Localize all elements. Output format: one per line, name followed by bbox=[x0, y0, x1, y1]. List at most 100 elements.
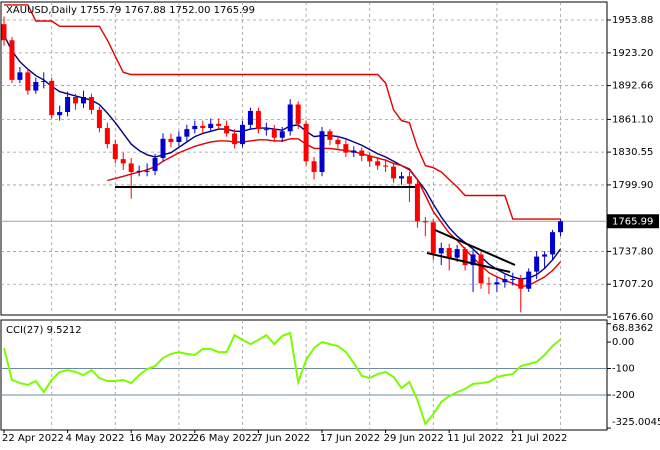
candle-body bbox=[550, 232, 556, 255]
moving-average bbox=[4, 4, 561, 220]
candle-body bbox=[240, 124, 245, 145]
candle-body bbox=[502, 279, 508, 283]
candle-body bbox=[247, 110, 253, 125]
candle-body bbox=[343, 144, 349, 153]
y-tick-label: 68.8362 bbox=[612, 323, 653, 334]
candle-body bbox=[335, 139, 341, 145]
candle-body bbox=[359, 150, 365, 156]
candle-body bbox=[33, 82, 39, 91]
x-tick-label: 7 Jun 2022 bbox=[256, 433, 310, 444]
candle-body bbox=[414, 183, 420, 222]
candle-body bbox=[287, 104, 293, 132]
cci-line bbox=[3, 331, 562, 426]
y-tick-label: 1737.80 bbox=[612, 246, 653, 257]
candle-body bbox=[542, 254, 548, 257]
y-tick-label: 1707.20 bbox=[612, 279, 653, 290]
candle-body bbox=[144, 170, 150, 172]
channel-lower bbox=[426, 252, 511, 273]
candle-body bbox=[462, 249, 468, 266]
candle-body bbox=[88, 97, 94, 110]
candle-body bbox=[478, 254, 484, 284]
candle-body bbox=[375, 161, 381, 166]
plot bbox=[1, 4, 563, 426]
candle-body bbox=[168, 138, 174, 142]
candle-body bbox=[41, 80, 47, 83]
channel-upper bbox=[434, 229, 516, 266]
y-tick-label: -100 bbox=[612, 364, 635, 375]
main-panel-frame bbox=[0, 1, 608, 316]
candle-body bbox=[1, 24, 7, 41]
price-label: 1765.99 bbox=[612, 216, 653, 227]
candle-body bbox=[383, 165, 389, 167]
candle-body bbox=[81, 97, 86, 104]
candle-body bbox=[96, 109, 102, 129]
x-tick-label: 17 Jun 2022 bbox=[320, 433, 380, 444]
cci-panel-frame bbox=[0, 319, 608, 431]
candle-body bbox=[319, 131, 325, 172]
candle-body bbox=[73, 97, 79, 104]
moving-average bbox=[107, 138, 562, 288]
candle-body bbox=[446, 248, 452, 258]
candle-body bbox=[160, 138, 166, 159]
candle-body bbox=[263, 129, 269, 131]
candle-body bbox=[208, 123, 214, 129]
candle-body bbox=[136, 170, 142, 172]
candle-body bbox=[303, 123, 309, 162]
candle-body bbox=[184, 129, 190, 137]
y-tick-label: 1676.60 bbox=[612, 312, 653, 323]
candle-body bbox=[494, 282, 500, 285]
candle-body bbox=[192, 125, 198, 130]
candle-body bbox=[526, 271, 532, 289]
candle-body bbox=[104, 128, 110, 145]
axes: 1953.88 1923.20 1892.66 1861.10 1830.55 1799.… bbox=[2, 15, 660, 444]
chart-title: XAUUSD,Daily 1755.79 1767.88 1752.00 176… bbox=[6, 5, 255, 16]
candle-body bbox=[367, 155, 373, 162]
candle-body bbox=[9, 40, 15, 80]
candle-body bbox=[438, 248, 444, 254]
x-tick-label: 29 Jun 2022 bbox=[384, 433, 444, 444]
candle-body bbox=[558, 221, 563, 233]
candle-body bbox=[279, 131, 285, 138]
y-tick-label: 1923.20 bbox=[612, 48, 653, 59]
x-tick-label: 11 Jul 2022 bbox=[447, 433, 504, 444]
candle-body bbox=[534, 256, 540, 272]
candle-body bbox=[327, 131, 333, 140]
y-tick-label: 1830.55 bbox=[612, 147, 653, 158]
candle-body bbox=[518, 279, 524, 289]
candle-body bbox=[430, 222, 436, 254]
price-label-box bbox=[607, 214, 659, 229]
indicator-title: CCI(27) 9.5212 bbox=[6, 325, 82, 336]
candle-body bbox=[255, 110, 261, 130]
candle-body bbox=[17, 72, 23, 80]
candle-body bbox=[232, 133, 238, 145]
moving-average bbox=[3, 34, 562, 280]
y-tick-label: 1892.66 bbox=[612, 81, 653, 92]
candle-body bbox=[49, 80, 55, 116]
candle-body bbox=[271, 129, 277, 138]
candle-body bbox=[112, 144, 118, 160]
candle-body bbox=[422, 221, 428, 223]
candle-body bbox=[486, 283, 492, 285]
candle-body bbox=[391, 166, 397, 179]
x-tick-label: 4 May 2022 bbox=[66, 433, 125, 444]
candle-body bbox=[65, 97, 71, 112]
x-tick-label: 21 Jul 2022 bbox=[511, 433, 568, 444]
candle-body bbox=[120, 159, 126, 164]
y-tick-label: 1953.88 bbox=[612, 15, 653, 26]
candle-body bbox=[57, 111, 63, 116]
candle-body bbox=[216, 123, 222, 126]
candle-body bbox=[406, 176, 412, 184]
grid bbox=[1, 2, 607, 430]
candle-body bbox=[454, 249, 460, 258]
candle-body bbox=[510, 279, 516, 281]
x-tick-label: 22 Apr 2022 bbox=[2, 433, 64, 444]
candle-body bbox=[311, 161, 317, 172]
x-tick-label: 26 May 2022 bbox=[193, 433, 258, 444]
candle-body bbox=[224, 125, 230, 134]
candle-body bbox=[470, 254, 476, 266]
y-tick-label: -200 bbox=[612, 390, 635, 401]
candle-body bbox=[152, 158, 158, 171]
candle-body bbox=[399, 176, 404, 179]
candle-body bbox=[128, 163, 134, 172]
